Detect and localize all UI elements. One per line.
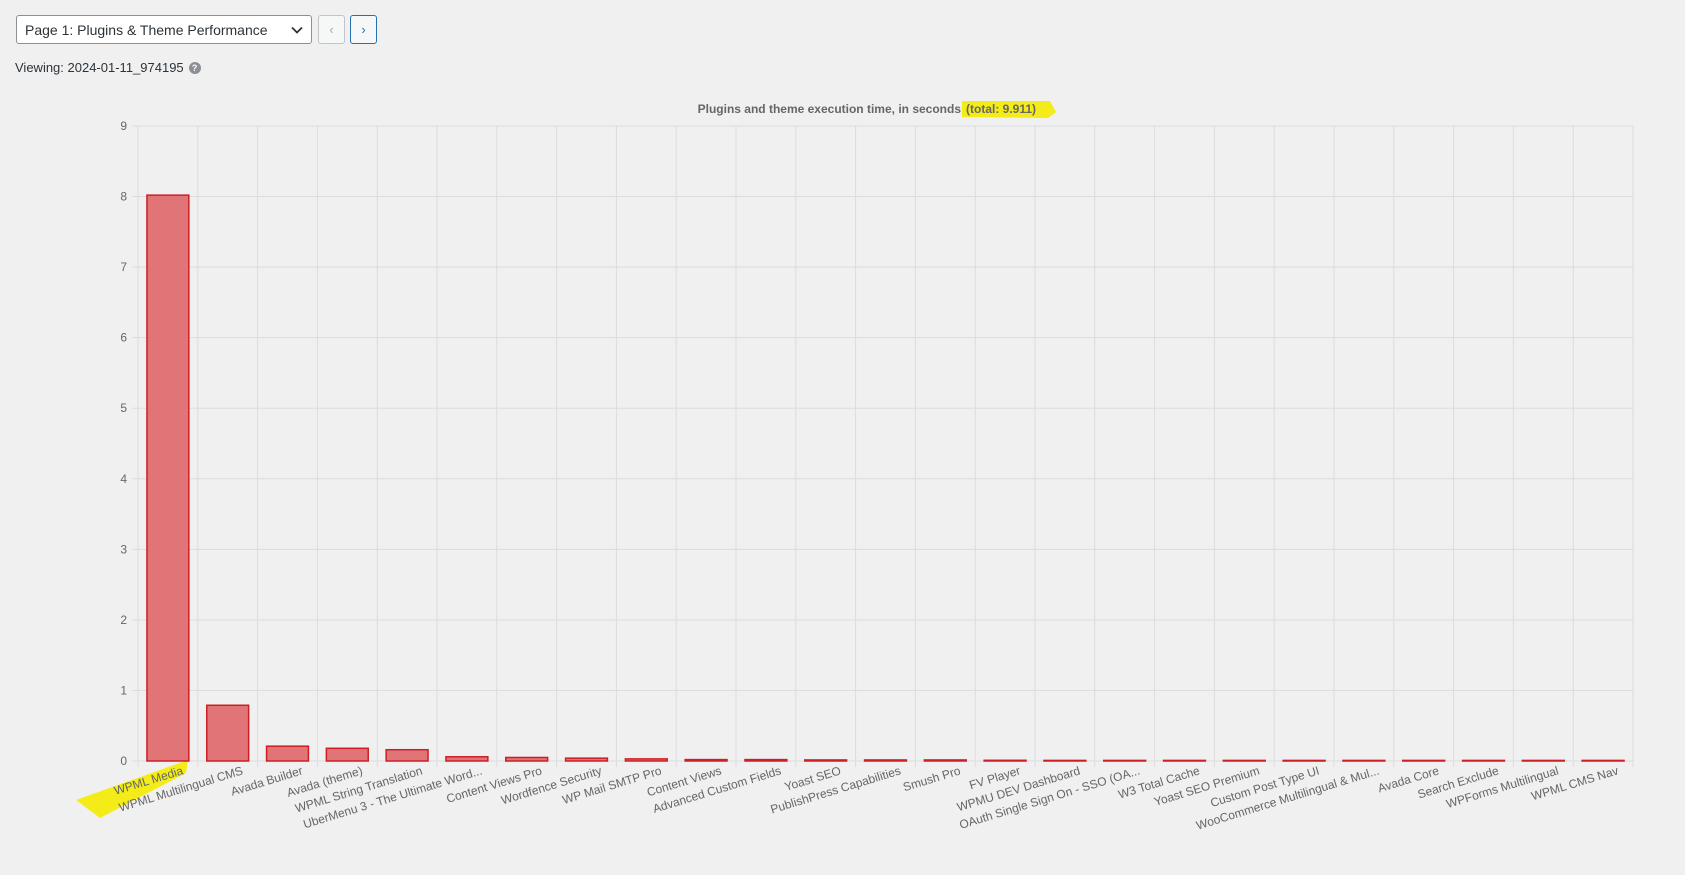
bar[interactable]: [564, 757, 609, 762]
y-tick-label: 0: [120, 754, 127, 768]
y-tick-label: 1: [120, 683, 127, 697]
y-tick-label: 9: [120, 119, 127, 133]
y-tick-label: 6: [120, 331, 127, 345]
bar[interactable]: [146, 194, 190, 762]
chart-title: Plugins and theme execution time, in sec…: [698, 102, 962, 116]
next-page-button[interactable]: ›: [350, 15, 377, 44]
chart-title-main: Plugins and theme execution time, in sec…: [698, 102, 962, 116]
bar[interactable]: [325, 747, 369, 762]
y-tick-label: 4: [120, 472, 127, 486]
highlight-title-total: [962, 101, 1056, 118]
bar[interactable]: [744, 758, 788, 762]
highlight-first-label: [76, 760, 188, 818]
chart-title-total: (total: 9.911): [966, 102, 1036, 116]
bar[interactable]: [1222, 759, 1266, 762]
bar[interactable]: [1162, 759, 1207, 762]
y-tick-label: 8: [120, 190, 127, 204]
bar[interactable]: [1461, 759, 1506, 762]
page-select-value: Page 1: Plugins & Theme Performance: [25, 21, 268, 38]
bar[interactable]: [804, 759, 848, 762]
bar[interactable]: [923, 759, 967, 762]
y-tick-label: 5: [120, 401, 127, 415]
bar[interactable]: [1103, 759, 1147, 762]
page-toolbar: Page 1: Plugins & Theme Performance ‹ ›: [16, 15, 377, 44]
bar[interactable]: [385, 748, 429, 762]
viewing-label: Viewing: 2024-01-11_974195: [15, 60, 184, 75]
bar[interactable]: [624, 758, 668, 762]
bar[interactable]: [1581, 759, 1625, 762]
highlight-marks: [76, 101, 1056, 818]
prev-page-button[interactable]: ‹: [318, 15, 345, 44]
bar[interactable]: [863, 759, 908, 762]
bar[interactable]: [1521, 759, 1565, 762]
chart-bars: [146, 194, 1625, 762]
bar[interactable]: [1282, 759, 1326, 762]
bar[interactable]: [1043, 759, 1087, 762]
bar[interactable]: [445, 756, 489, 762]
bar[interactable]: [983, 759, 1027, 762]
viewing-info: Viewing: 2024-01-11_974195 ?: [15, 60, 201, 75]
y-tick-label: 2: [120, 613, 127, 627]
bar[interactable]: [1402, 759, 1446, 762]
chart-grid: [132, 125, 1634, 767]
y-tick-label: 3: [120, 542, 127, 556]
page-select[interactable]: Page 1: Plugins & Theme Performance: [16, 15, 312, 44]
bar[interactable]: [505, 756, 549, 762]
y-axis-ticks: 0 1 2 3 4 5 6 7 8 9: [120, 119, 127, 768]
bar[interactable]: [684, 758, 728, 762]
y-tick-label: 7: [120, 260, 127, 274]
x-tick-label: Smush Pro: [901, 763, 962, 794]
bar[interactable]: [1342, 759, 1386, 762]
bar[interactable]: [265, 745, 310, 762]
help-icon[interactable]: ?: [188, 61, 201, 74]
chevron-down-icon: [291, 26, 303, 34]
bar[interactable]: [206, 704, 250, 762]
